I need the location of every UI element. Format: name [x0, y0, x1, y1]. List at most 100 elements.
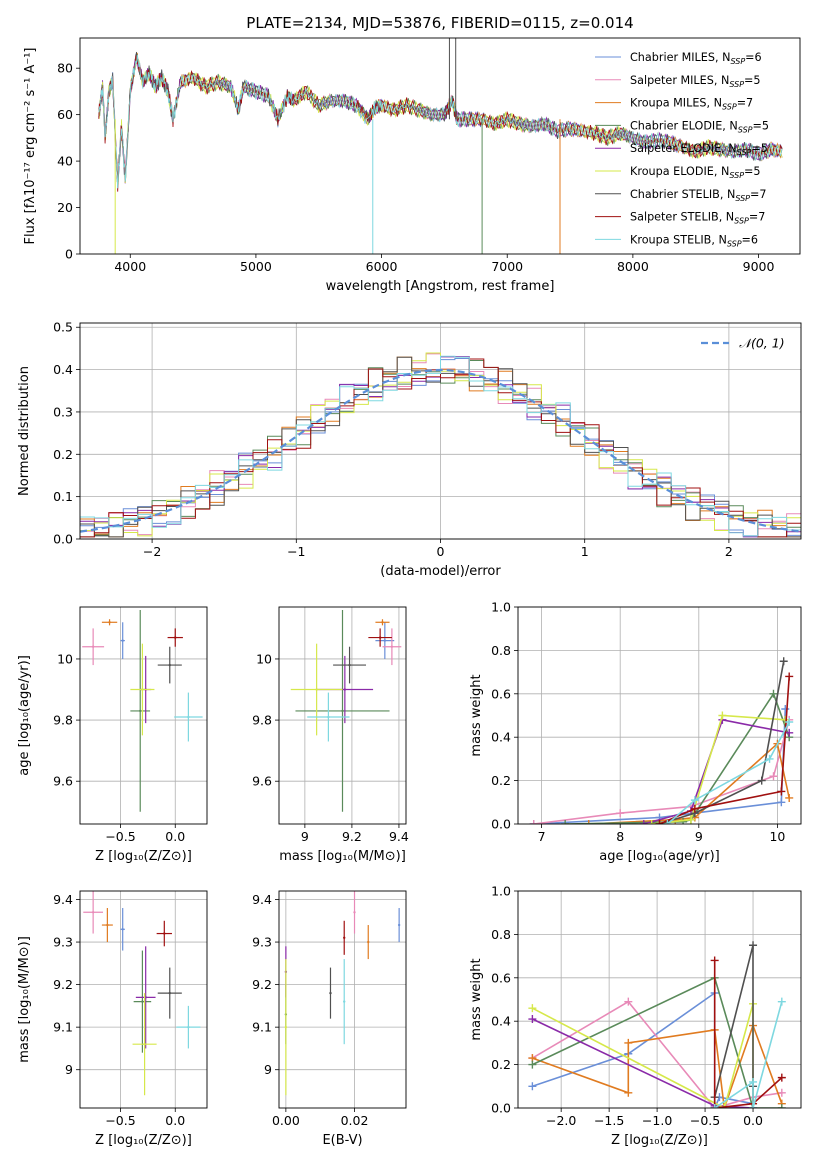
mass-weight-vs-age-marker-5: [686, 815, 695, 824]
mass-vs-Z-point-1: [91, 911, 95, 914]
residuals-xlabel: (data-model)/error: [380, 564, 501, 579]
mass-weight-vs-Z-marker-0: [528, 1082, 537, 1091]
age-vs-mass-ytick-label: 9.6: [252, 774, 272, 789]
legend-entry: Chabrier MILES, NSSP=6: [630, 51, 762, 66]
mass-vs-ebv-point-1: [353, 911, 356, 914]
legend-entry: Kroupa ELODIE, NSSP=5: [630, 165, 761, 180]
spectrum-xtick-label: 8000: [617, 259, 649, 274]
mass-weight-vs-age-series-5: [651, 714, 786, 824]
mass-vs-ebv-point-5: [284, 1025, 288, 1029]
residuals-xtick-label: 2: [725, 544, 733, 559]
legend-entry: Kroupa MILES, NSSP=7: [630, 97, 753, 112]
age-vs-Z-axes: −0.5 0.0 9.6 9.8 10 Z [log₁₀(Z/Z⊙)] age [log₁₀…: [17, 606, 208, 864]
residuals-xtick-label: 1: [581, 544, 589, 559]
age-vs-mass-xtick-label: 9: [301, 829, 309, 844]
spectrum-ytick-label: 40: [57, 154, 73, 169]
mass-vs-ebv-plot-area: [284, 891, 401, 1096]
legend-nssp-subscript: SSP: [727, 239, 742, 248]
residuals-frame: [79, 322, 802, 540]
age-vs-Z-ytick-label: 9.6: [53, 774, 73, 789]
spectrum-axes: 4000 5000 6000 7000 8000 9000 0 20 40 60 80 wavelen…: [23, 37, 801, 294]
mass-weight-vs-Z-marker-2: [624, 1088, 633, 1097]
mass-weight-vs-age-ytick-label: 0.4: [491, 730, 511, 745]
spectrum-xtick-label: 7000: [491, 259, 523, 274]
mass-weight-vs-age-marker-5: [718, 711, 727, 720]
mass-weight-vs-Z-marker-2: [624, 1038, 633, 1047]
age-vs-mass-point-1: [390, 645, 394, 648]
legend-normal-label: 𝒩(0, 1): [739, 336, 785, 351]
legend-nssp-prefix: , N: [714, 165, 729, 178]
mass-weight-vs-age-marker-7: [655, 820, 664, 824]
mass-vs-Z-point-5: [143, 1042, 146, 1046]
mass-weight-vs-age-ytick-label: 0.6: [491, 686, 511, 701]
mass-weight-vs-Z-ytick-label: 0.6: [491, 970, 511, 985]
mass-weight-vs-age-xtick-label: 7: [538, 829, 546, 844]
spectrum-ytick-label: 80: [57, 61, 73, 76]
age-vs-mass-point-6: [348, 663, 351, 667]
mass-weight-vs-age-marker-7: [785, 672, 794, 681]
legend-nssp-value: =7: [750, 188, 767, 201]
residuals-xtick-label: −2: [143, 544, 161, 559]
mass-vs-ebv-frame: [278, 890, 407, 1109]
legend-model-name: Kroupa ELODIE: [630, 165, 714, 178]
spectrum-ytick-label: 0: [65, 247, 73, 262]
legend-entry: Salpeter STELIB, NSSP=7: [630, 211, 765, 226]
legend-entry: Chabrier STELIB, NSSP=7: [630, 188, 767, 203]
mass-weight-vs-Z-ytick-label: 1.0: [491, 884, 511, 899]
mass-weight-vs-Z-xtick-label: 0.0: [743, 1113, 763, 1128]
mass-weight-vs-age-series-0: [533, 708, 787, 824]
mass-vs-ebv-point-7: [343, 936, 346, 940]
mass-weight-vs-age-marker-3: [769, 689, 778, 698]
legend-nssp-subscript: SSP: [722, 103, 737, 112]
mass-weight-vs-age-marker-4: [639, 820, 648, 824]
mass-weight-vs-Z-ytick-label: 0.0: [491, 1101, 511, 1116]
mass-weight-vs-age-marker-8: [663, 820, 672, 824]
mass-weight-vs-age-marker-6: [757, 776, 766, 785]
mass-weight-vs-age-ytick-label: 0.2: [491, 773, 511, 788]
spectrum-line-8: [98, 55, 783, 189]
mass-weight-vs-age-marker-8: [765, 754, 774, 763]
age-vs-mass-point-2: [381, 621, 384, 624]
legend-model-name: Chabrier ELODIE: [630, 119, 722, 132]
mass-vs-Z-point-2: [106, 923, 109, 927]
age-vs-mass-plot-area: [290, 610, 402, 812]
age-vs-Z-point-3: [139, 709, 142, 713]
mass-vs-ebv-ytick-label: 9.2: [252, 977, 272, 992]
mass-weight-vs-Z-marker-7: [710, 956, 719, 965]
legend-nssp-subscript: SSP: [737, 148, 752, 157]
age-vs-Z-frame: [79, 606, 208, 825]
mass-weight-vs-age-xtick-label: 9: [695, 829, 703, 844]
mass-weight-vs-age-series-1: [533, 719, 790, 824]
mass-weight-vs-Z-marker-8: [749, 1077, 758, 1086]
legend-model-name: Chabrier STELIB: [630, 188, 720, 201]
mass-weight-vs-age-marker-2: [785, 793, 794, 802]
age-vs-mass-ytick-label: 9.8: [252, 713, 272, 728]
age-vs-mass-xlabel: mass [log₁₀(M/M⊙)]: [279, 849, 406, 864]
mass-weight-vs-age-marker-8: [690, 796, 699, 805]
mass-vs-Z-ylabel: mass [log₁₀(M/M⊙)]: [17, 936, 32, 1063]
age-vs-mass-ytick-label: 10: [256, 651, 272, 666]
mass-vs-Z-ytick-label: 9.3: [53, 935, 73, 950]
legend-entry: Salpeter ELODIE, NSSP=5: [630, 142, 768, 157]
mass-vs-Z-xtick-label: 0.0: [165, 1113, 185, 1128]
mass-weight-vs-age-marker-5: [647, 820, 656, 824]
mass-weight-vs-age-marker-3: [561, 820, 570, 824]
mass-vs-Z-ytick-label: 9.4: [53, 892, 73, 907]
age-vs-Z-xlabel: Z [log₁₀(Z/Z⊙)]: [95, 849, 192, 864]
mass-weight-vs-age-marker-7: [777, 787, 786, 796]
spectrum-ytick-label: 20: [57, 200, 73, 215]
residuals-ytick-label: 0.3: [53, 404, 73, 419]
mass-weight-vs-age-marker-8: [785, 718, 794, 727]
mass-weight-vs-Z-xtick-label: −1.0: [642, 1113, 672, 1128]
spectrum-xtick-label: 9000: [743, 259, 775, 274]
legend-nssp-subscript: SSP: [735, 194, 750, 203]
mass-weight-vs-Z-xtick-label: −2.0: [546, 1113, 576, 1128]
age-vs-Z-point-7: [174, 636, 177, 639]
residuals-plot-area: [80, 352, 801, 538]
legend-model-name: Salpeter MILES: [630, 74, 714, 87]
mass-vs-ebv-point-0: [397, 923, 401, 927]
mass-weight-vs-Z-xlabel: Z [log₁₀(Z/Z⊙)]: [611, 1133, 708, 1148]
legend-nssp-value: =5: [752, 119, 769, 132]
legend-entry: Kroupa STELIB, NSSP=6: [630, 233, 758, 248]
residuals-ytick-label: 0.1: [53, 489, 73, 504]
